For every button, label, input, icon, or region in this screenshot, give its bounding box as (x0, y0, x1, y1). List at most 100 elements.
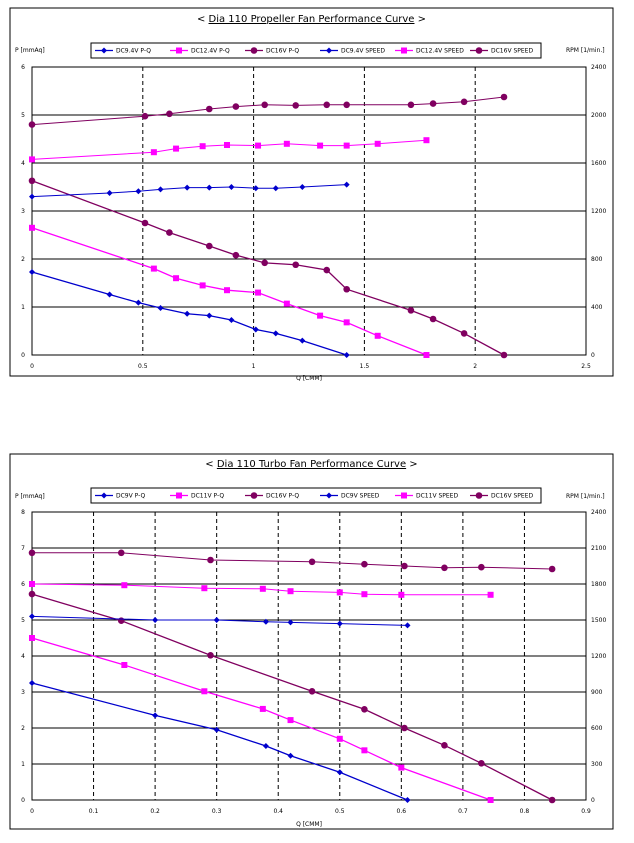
data-point (28, 121, 36, 128)
data-point (184, 184, 191, 191)
legend-label: DC11V SPEED (416, 493, 458, 500)
data-point (361, 560, 368, 568)
legend-label: DC16V SPEED (491, 48, 533, 55)
data-point (478, 563, 485, 571)
x-tick-label: 0.6 (397, 808, 407, 815)
data-point (28, 590, 36, 598)
legend-item: DC12.4V P-Q (170, 47, 230, 55)
data-point (401, 562, 408, 570)
y2-tick-label: 400 (591, 304, 603, 311)
data-point (152, 712, 159, 719)
data-point (343, 319, 350, 326)
y-tick-label: 6 (21, 64, 25, 71)
data-point (117, 549, 125, 557)
legend-label: DC9V SPEED (341, 493, 380, 500)
data-point (283, 140, 290, 147)
data-point (29, 635, 35, 641)
legend-item: DC9V P-Q (95, 492, 146, 500)
x-tick-label: 0 (30, 808, 34, 815)
data-point (150, 265, 157, 272)
data-point (287, 752, 294, 759)
data-point (323, 266, 331, 274)
data-point (152, 617, 159, 623)
y2-tick-label: 900 (591, 689, 603, 696)
data-point (255, 142, 262, 149)
data-point (404, 797, 411, 803)
legend-item: DC16V P-Q (245, 47, 299, 55)
data-point (205, 242, 213, 250)
x-tick-label: 1 (252, 363, 256, 370)
data-point (500, 351, 508, 359)
series-dc9v-p-q (29, 680, 411, 803)
legend-item: DC9.4V P-Q (95, 47, 151, 55)
legend-label: DC16V P-Q (266, 48, 299, 55)
data-point (478, 759, 485, 767)
data-point (199, 282, 206, 289)
data-point (423, 352, 430, 358)
legend-item: DC9.4V SPEED (320, 47, 385, 55)
data-point (28, 549, 36, 557)
data-point (336, 620, 343, 627)
x-tick-label: 0.7 (458, 808, 468, 815)
legend-box (90, 487, 542, 504)
data-point (475, 492, 483, 499)
data-point (272, 330, 279, 337)
data-point (205, 105, 213, 113)
legend-item: DC11V SPEED (395, 492, 458, 500)
data-point (361, 747, 368, 754)
legend-item: DC16V SPEED (470, 492, 533, 500)
legend-item: DC16V P-Q (245, 492, 299, 500)
y-tick-label: 1 (21, 304, 25, 311)
data-point (228, 184, 235, 190)
y2-tick-label: 2400 (591, 509, 606, 516)
data-point (343, 142, 350, 149)
data-point (374, 140, 381, 147)
plot-area (31, 66, 587, 356)
data-point (184, 310, 191, 317)
y-axis-label: P [mmAq] (15, 493, 45, 500)
data-point (29, 680, 35, 686)
data-point (29, 156, 35, 163)
data-point (343, 101, 350, 109)
data-point (398, 764, 405, 771)
y2-tick-label: 1200 (591, 653, 606, 660)
y-tick-label: 2 (21, 725, 25, 732)
legend-label: DC12.4V SPEED (416, 48, 464, 55)
series-dc9-4v-p-q (29, 268, 350, 358)
series-dc16v-speed (28, 93, 508, 128)
series-dc9v-speed (29, 613, 411, 629)
data-point (475, 47, 483, 54)
data-point (423, 137, 430, 144)
data-point (29, 268, 35, 275)
y2-tick-label: 300 (591, 761, 603, 768)
data-point (299, 337, 306, 344)
legend: DC9V P-Q DC11V P-Q DC16V P-Q DC9V SPEED DC11… (90, 487, 542, 504)
data-point (429, 315, 437, 323)
legend-label: DC9V P-Q (116, 493, 146, 500)
data-point (283, 300, 290, 307)
data-point (29, 224, 35, 231)
legend-item: DC9V SPEED (320, 492, 380, 500)
plot-area (31, 511, 587, 801)
chart-frame (9, 453, 614, 830)
data-point (336, 769, 343, 776)
data-point (460, 98, 468, 106)
data-point (272, 185, 279, 192)
data-point (401, 47, 407, 54)
data-point (206, 184, 213, 191)
data-point (135, 188, 142, 195)
legend-label: DC9.4V SPEED (341, 48, 385, 55)
y-tick-label: 0 (21, 352, 25, 359)
x-tick-label: 0 (30, 363, 34, 370)
chart-title: < Dia 110 Turbo Fan Performance Curve > (205, 459, 417, 470)
y2-tick-label: 800 (591, 256, 603, 263)
data-point (29, 613, 35, 620)
data-point (292, 261, 300, 269)
y2-tick-label: 2100 (591, 545, 606, 552)
y2-tick-label: 2400 (591, 64, 606, 71)
data-point (308, 558, 316, 566)
y2-tick-label: 1600 (591, 160, 606, 167)
y2-tick-label: 0 (591, 352, 595, 359)
legend-label: DC11V P-Q (191, 493, 224, 500)
data-point (343, 352, 350, 358)
